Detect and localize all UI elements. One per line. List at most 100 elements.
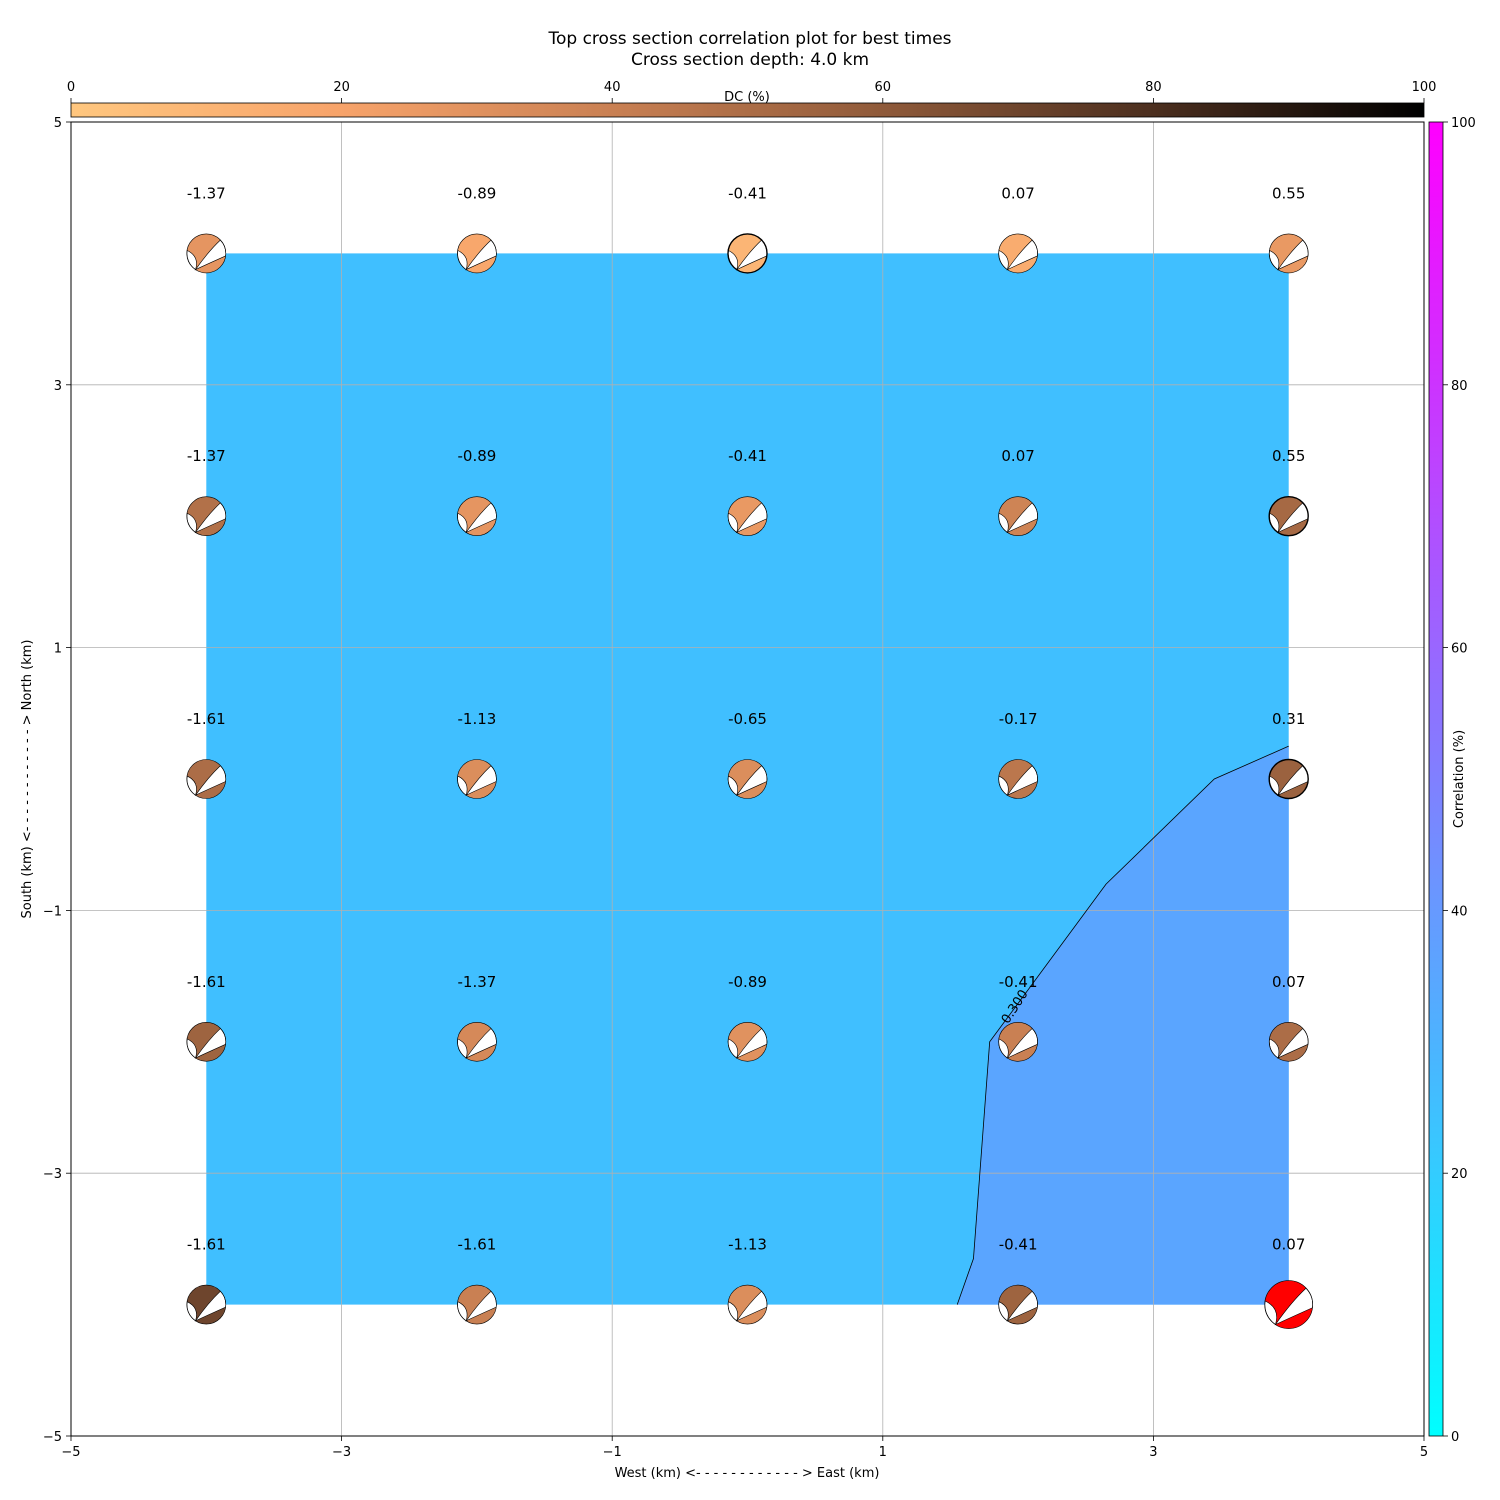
time-shift-label: -0.89 — [457, 447, 496, 465]
beachball-outline — [998, 233, 1038, 274]
beachball-outline — [457, 1022, 497, 1062]
time-shift-label: 0.55 — [1272, 184, 1305, 202]
dc-colorbar-ticks: 0 20 40 60 80 100 — [67, 80, 1436, 103]
y-tick-label: −3 — [43, 1167, 62, 1182]
time-shift-label: -0.89 — [728, 973, 767, 991]
beachball-outline — [1268, 758, 1309, 800]
beachball — [1268, 1022, 1309, 1062]
time-shift-label: -0.41 — [728, 184, 767, 202]
y-tick-label: 1 — [54, 642, 62, 657]
plot-area: 0.300 -1.37 -0.89 -0.41 0.07 0.55-1.37 -0.89-… — [43, 116, 1428, 1460]
correlation-tick-label: 80 — [1451, 379, 1468, 394]
dc-colorbar-gradient — [70, 102, 1425, 118]
contour-line — [956, 745, 1289, 1305]
beachball-outline — [1268, 496, 1309, 537]
chart-subtitle: Cross section depth: 4.0 km — [631, 50, 869, 70]
beachball-outline — [998, 496, 1038, 537]
time-shift-label: -1.61 — [187, 973, 226, 991]
dc-tick-label: 80 — [1145, 80, 1162, 95]
dc-colorbar: 0 20 40 60 80 100 DC (%) — [67, 80, 1436, 118]
beachball — [727, 759, 768, 799]
time-shift-label: -1.13 — [457, 710, 496, 728]
beachball-outline — [457, 233, 497, 274]
beachball-outline — [727, 1022, 768, 1062]
correlation-colorbar: 0 20 40 60 80 100 Correlation (%) — [1428, 116, 1476, 1445]
x-tick-label: −5 — [61, 1445, 80, 1460]
beachball — [727, 1284, 768, 1325]
beachball — [998, 1284, 1038, 1325]
beachball — [457, 1022, 497, 1062]
correlation-colorbar-label: Correlation (%) — [1452, 730, 1467, 828]
correlation-tick-label: 60 — [1451, 642, 1468, 657]
contour-line-group — [956, 745, 1289, 1305]
beachball — [727, 496, 768, 537]
beachball — [457, 496, 497, 537]
beachball-outline — [727, 233, 768, 274]
time-shift-label: -1.37 — [187, 447, 226, 465]
beachball-outline — [998, 759, 1038, 799]
beachball-outline — [186, 233, 227, 274]
time-shift-label: 0.07 — [1001, 447, 1034, 465]
beachball — [457, 1284, 497, 1325]
beachball — [727, 233, 768, 274]
time-shift-label: -1.37 — [187, 184, 226, 202]
time-shift-label: 0.07 — [1272, 1236, 1305, 1254]
beachball-outline — [1268, 233, 1309, 274]
beachballs — [186, 233, 1313, 1329]
beachball-outline — [186, 1284, 227, 1325]
y-tick-label: −1 — [43, 904, 62, 919]
beachball-outline — [727, 496, 768, 537]
correlation-tick-label: 0 — [1451, 1430, 1459, 1445]
beachball-outline — [727, 759, 768, 799]
y-tick-label: 3 — [54, 379, 62, 394]
x-axis-ticks: −5 −3 −1 1 3 5 — [61, 1436, 1428, 1460]
plot-frame — [70, 121, 1425, 1437]
beachball — [727, 1022, 768, 1062]
time-shift-label: -0.89 — [457, 184, 496, 202]
beachball — [1268, 496, 1309, 537]
x-tick-label: −3 — [332, 1445, 351, 1460]
correlation-fill-high — [957, 746, 1289, 1305]
beachball-outline — [998, 1022, 1038, 1062]
x-tick-label: 3 — [1149, 1445, 1157, 1460]
x-tick-label: 1 — [879, 1445, 887, 1460]
beachball-outline — [1264, 1280, 1313, 1329]
time-shift-label: 0.07 — [1001, 184, 1034, 202]
beachball — [457, 759, 497, 799]
y-tick-label: 5 — [54, 116, 62, 131]
beachball — [1268, 233, 1309, 274]
beachball — [186, 759, 227, 799]
time-shift-label: -1.61 — [187, 1236, 226, 1254]
correlation-tick-label: 100 — [1451, 116, 1476, 131]
beachball — [1264, 1280, 1313, 1329]
chart-title: Top cross section correlation plot for b… — [547, 29, 951, 49]
time-shift-label: -0.41 — [999, 973, 1038, 991]
beachball-outline — [457, 1284, 497, 1325]
time-shift-label: -1.37 — [457, 973, 496, 991]
dc-tick-label: 0 — [67, 80, 75, 95]
correlation-colorbar-ticks: 0 20 40 60 80 100 — [1443, 116, 1476, 1445]
dc-tick-label: 20 — [333, 80, 350, 95]
dc-colorbar-label: DC (%) — [724, 90, 770, 105]
grid-lines — [71, 122, 1424, 1436]
beachball-outline — [998, 1284, 1038, 1325]
time-shift-label: 0.07 — [1272, 973, 1305, 991]
time-shift-labels: -1.37 -0.89 -0.41 0.07 0.55 -1.37 -0.89 -0.41 0.… — [187, 184, 1306, 1253]
beachball-outline — [457, 759, 497, 799]
beachball — [186, 233, 227, 274]
beachball — [1268, 758, 1309, 800]
beachball-outline — [1268, 1022, 1309, 1062]
beachball — [186, 496, 227, 537]
time-shift-label: -0.41 — [999, 1236, 1038, 1254]
correlation-tick-label: 20 — [1451, 1167, 1468, 1182]
time-shift-label: -0.65 — [728, 710, 767, 728]
y-tick-label: −5 — [43, 1430, 62, 1445]
correlation-colorbar-gradient — [1428, 121, 1444, 1437]
time-shift-label: 0.31 — [1272, 710, 1305, 728]
time-shift-label: -1.13 — [728, 1236, 767, 1254]
beachball — [186, 1022, 227, 1062]
correlation-tick-label: 40 — [1451, 904, 1468, 919]
dc-tick-label: 60 — [875, 80, 892, 95]
dc-tick-label: 40 — [604, 80, 621, 95]
